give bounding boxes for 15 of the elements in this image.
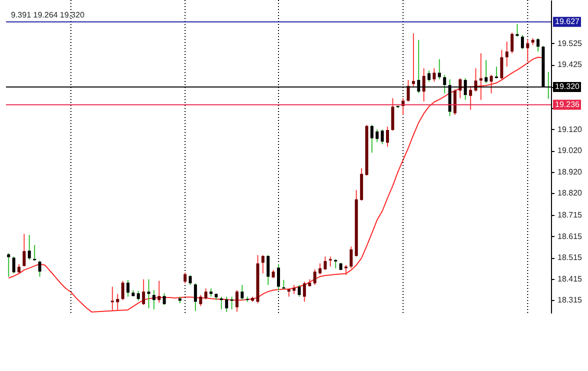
y-tick-label: 18.315 xyxy=(558,296,583,305)
y-tick-label: 18.920 xyxy=(558,167,583,176)
y-tick-label: 18.515 xyxy=(558,253,583,262)
y-tick-label: 18.415 xyxy=(558,274,583,284)
y-tick-label: 18.820 xyxy=(558,188,583,198)
y-tick-label: 19.525 xyxy=(558,38,583,48)
annotation: 9.391 19.264 19.320 xyxy=(11,10,85,20)
y-tick-label: 18.615 xyxy=(558,232,583,241)
y-tick-label: 19.020 xyxy=(558,146,583,156)
ref-line-label: 19.627 xyxy=(555,16,580,26)
y-tick-label: 18.715 xyxy=(558,210,583,220)
y-tick-label: 19.120 xyxy=(558,124,583,134)
ref-line-label: 19.320 xyxy=(555,82,580,91)
ref-line-label: 19.236 xyxy=(555,100,580,109)
y-tick-label: 19.425 xyxy=(558,60,583,70)
